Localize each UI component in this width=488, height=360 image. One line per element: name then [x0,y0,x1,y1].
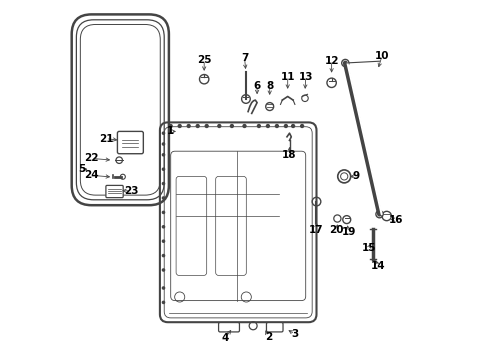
Circle shape [162,268,165,272]
Circle shape [195,124,200,128]
Text: 6: 6 [253,81,260,91]
Circle shape [229,124,234,128]
Text: 23: 23 [123,186,138,196]
Circle shape [162,301,165,304]
Text: 19: 19 [341,227,355,237]
Circle shape [162,142,165,146]
FancyBboxPatch shape [117,131,143,154]
Circle shape [162,153,165,157]
Text: 25: 25 [197,55,211,66]
Text: 2: 2 [264,332,271,342]
Text: 8: 8 [265,81,273,91]
Text: 3: 3 [291,329,298,339]
Text: 21: 21 [99,134,113,144]
Circle shape [162,196,165,200]
Text: 1: 1 [167,126,174,136]
Circle shape [265,124,269,128]
Text: 5: 5 [78,164,85,174]
Text: 12: 12 [324,56,338,66]
Text: 17: 17 [308,225,323,235]
Circle shape [290,124,295,128]
Text: 13: 13 [298,72,312,82]
Circle shape [162,286,165,290]
Text: 16: 16 [387,215,402,225]
FancyBboxPatch shape [266,323,283,332]
Text: 7: 7 [240,53,248,63]
Circle shape [242,124,246,128]
Circle shape [162,254,165,257]
Circle shape [217,124,221,128]
Circle shape [177,124,182,128]
Circle shape [162,131,165,135]
Circle shape [204,124,208,128]
Circle shape [162,167,165,171]
Circle shape [168,124,172,128]
Circle shape [162,182,165,185]
Circle shape [274,124,279,128]
Text: 11: 11 [280,72,294,82]
Text: 22: 22 [84,153,99,163]
Circle shape [283,124,287,128]
Circle shape [162,239,165,243]
FancyBboxPatch shape [106,185,123,198]
Text: 15: 15 [361,243,375,253]
Circle shape [186,124,190,128]
Circle shape [256,124,261,128]
Circle shape [162,211,165,214]
FancyBboxPatch shape [218,323,239,332]
Circle shape [162,225,165,229]
Text: 10: 10 [374,51,388,61]
Text: 9: 9 [352,171,359,181]
Text: 14: 14 [369,261,384,271]
Circle shape [299,124,304,128]
Text: 4: 4 [221,333,228,343]
Text: 24: 24 [84,170,99,180]
Text: 18: 18 [282,150,296,160]
Text: 20: 20 [328,225,343,235]
